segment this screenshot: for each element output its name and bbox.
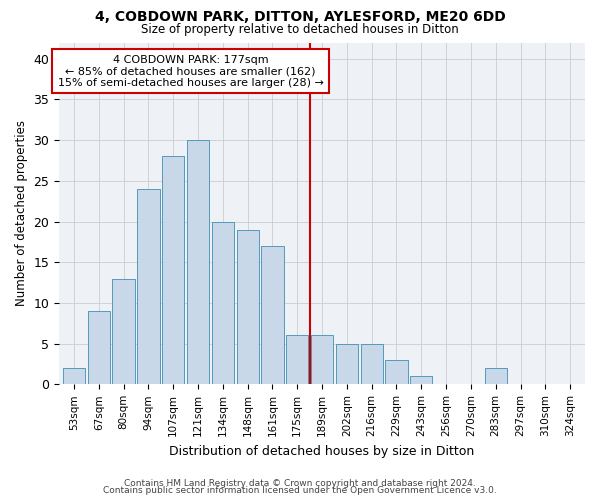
Bar xyxy=(63,368,85,384)
Text: Size of property relative to detached houses in Ditton: Size of property relative to detached ho… xyxy=(141,22,459,36)
Bar xyxy=(162,156,184,384)
Bar xyxy=(187,140,209,384)
Bar xyxy=(336,344,358,384)
Text: 4, COBDOWN PARK, DITTON, AYLESFORD, ME20 6DD: 4, COBDOWN PARK, DITTON, AYLESFORD, ME20… xyxy=(95,10,505,24)
Text: 4 COBDOWN PARK: 177sqm
← 85% of detached houses are smaller (162)
15% of semi-de: 4 COBDOWN PARK: 177sqm ← 85% of detached… xyxy=(58,54,323,88)
Bar xyxy=(485,368,507,384)
Bar xyxy=(236,230,259,384)
Bar xyxy=(286,336,308,384)
Text: Contains public sector information licensed under the Open Government Licence v3: Contains public sector information licen… xyxy=(103,486,497,495)
Bar xyxy=(137,189,160,384)
Bar xyxy=(88,311,110,384)
Bar xyxy=(410,376,433,384)
X-axis label: Distribution of detached houses by size in Ditton: Distribution of detached houses by size … xyxy=(169,444,475,458)
Bar xyxy=(212,222,234,384)
Bar xyxy=(361,344,383,384)
Bar xyxy=(385,360,407,384)
Y-axis label: Number of detached properties: Number of detached properties xyxy=(15,120,28,306)
Bar xyxy=(262,246,284,384)
Bar xyxy=(311,336,333,384)
Bar xyxy=(112,278,135,384)
Text: Contains HM Land Registry data © Crown copyright and database right 2024.: Contains HM Land Registry data © Crown c… xyxy=(124,478,476,488)
